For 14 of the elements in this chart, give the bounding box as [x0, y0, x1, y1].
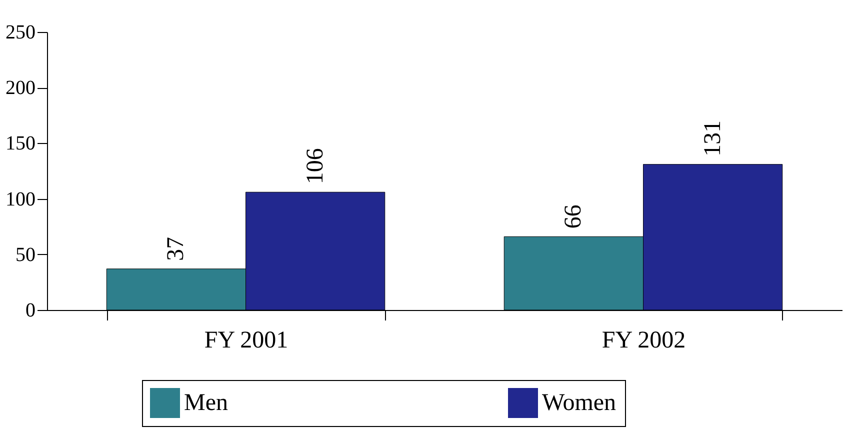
legend-label: Men: [184, 390, 228, 416]
y-tick-label: 150: [6, 132, 36, 155]
y-tick-label: 50: [16, 244, 36, 266]
x-tick-label: FY 2002: [602, 328, 686, 354]
data-label: 66: [560, 204, 587, 229]
y-tick-label: 250: [6, 22, 36, 44]
data-label: 37: [163, 236, 190, 261]
y-tick-label: 200: [6, 77, 36, 100]
data-label: 131: [700, 120, 726, 156]
x-tick-label: FY 2001: [204, 328, 288, 354]
y-tick-label: 100: [6, 188, 36, 210]
data-label: 106: [302, 148, 328, 184]
legend-label: Women: [542, 390, 616, 416]
y-tick-label: 0: [26, 300, 36, 322]
